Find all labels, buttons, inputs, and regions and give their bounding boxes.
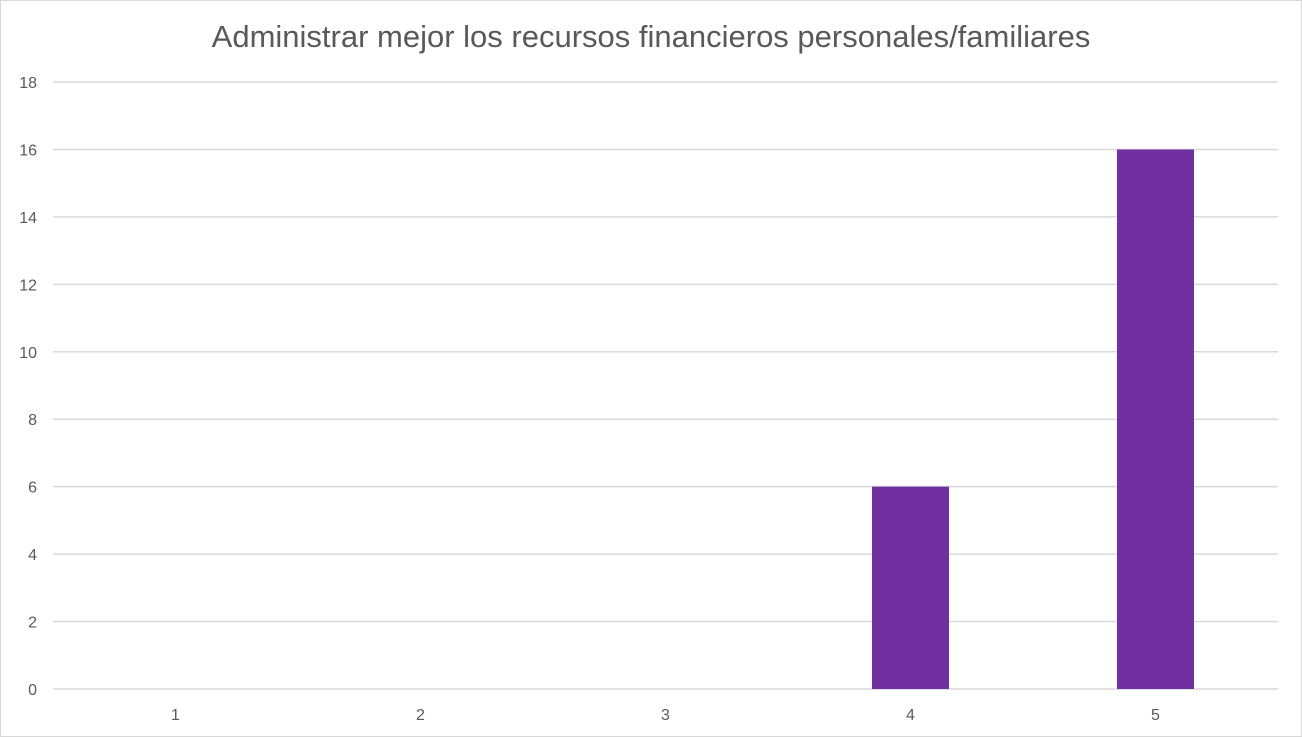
bar-4: [872, 486, 949, 689]
x-tick-label: 5: [1151, 707, 1160, 724]
x-tick-label: 3: [661, 707, 670, 724]
y-tick-label: 8: [28, 412, 37, 429]
x-tick-label: 2: [416, 707, 425, 724]
bar-5: [1117, 149, 1194, 689]
y-tick-label: 6: [28, 480, 37, 497]
x-tick-label: 4: [906, 707, 915, 724]
y-tick-label: 10: [19, 345, 37, 362]
y-tick-label: 4: [28, 547, 37, 564]
y-tick-label: 12: [19, 277, 37, 294]
y-tick-label: 18: [19, 75, 37, 92]
chart-title: Administrar mejor los recursos financier…: [211, 19, 1091, 54]
y-tick-label: 2: [28, 615, 37, 632]
y-tick-label: 0: [28, 682, 37, 699]
y-tick-label: 14: [19, 210, 37, 227]
y-tick-label: 16: [19, 142, 37, 159]
x-tick-label: 1: [171, 707, 180, 724]
